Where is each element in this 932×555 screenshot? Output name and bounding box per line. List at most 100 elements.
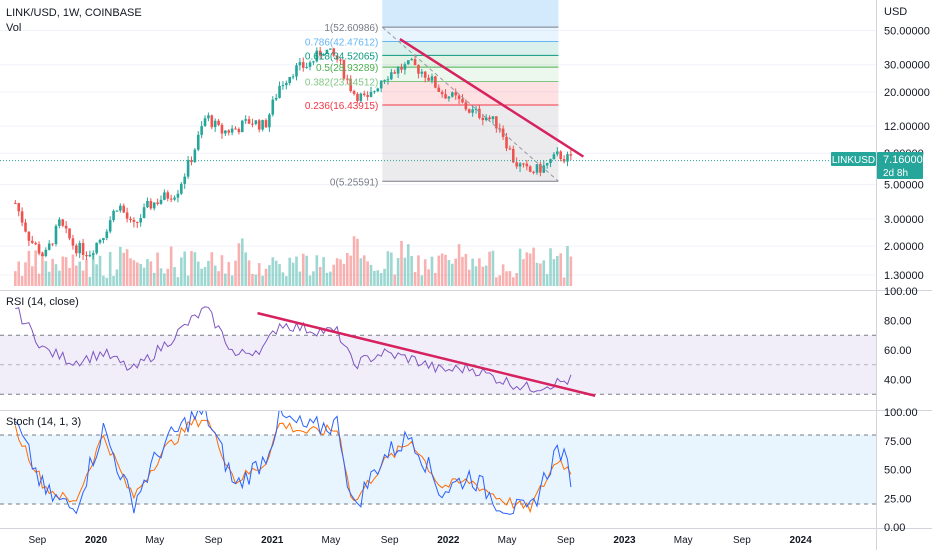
candle-body: [352, 91, 356, 94]
candle-body: [362, 93, 366, 96]
candle-body: [278, 85, 281, 98]
volume-bar: [454, 258, 457, 286]
time-axis[interactable]: Sep 2020 May Sep 2021 May Sep 2022 May Sep 2023 May…: [28, 535, 812, 546]
candle-body: [528, 166, 532, 172]
volume-bar: [549, 248, 552, 286]
candle-body: [281, 85, 285, 87]
candle-body: [24, 222, 27, 232]
volume-bar: [515, 273, 518, 286]
volume-bar: [47, 271, 51, 286]
candle-body: [335, 55, 339, 60]
volume-bar: [329, 271, 332, 286]
candle-body: [417, 64, 420, 74]
candle-body: [434, 76, 437, 88]
candle-body: [535, 164, 539, 173]
candle-body: [132, 220, 136, 222]
candle-body: [406, 60, 410, 65]
volume-bar: [471, 258, 474, 286]
candle-body: [247, 119, 251, 124]
volume-bar: [430, 256, 434, 286]
volume-bar: [139, 263, 142, 286]
volume-bar: [210, 252, 214, 286]
volume-bar: [566, 245, 569, 286]
candle-body: [383, 79, 386, 81]
fib-level-label: 0.618(34.52065): [305, 51, 378, 62]
ticker-badge-label: LINKUSD: [832, 155, 875, 166]
volume-bar: [149, 261, 153, 286]
volume-bar: [339, 259, 342, 286]
volume-bar: [119, 246, 122, 286]
volume-bar: [224, 273, 227, 286]
candle-body: [312, 61, 315, 63]
candle-body: [484, 117, 488, 121]
stoch-d-line: [14, 415, 572, 514]
candle-body: [298, 62, 302, 66]
rsi-panel[interactable]: [0, 306, 876, 397]
price-axis[interactable]: USD 50.0000030.0000020.0000012.000008.00…: [884, 6, 930, 282]
volume-bar: [413, 272, 417, 286]
candle-body: [396, 67, 400, 74]
volume-bar: [366, 261, 369, 286]
candle-body: [318, 50, 322, 56]
volume-bar: [346, 252, 349, 286]
candle-body: [522, 163, 525, 165]
volume-bar: [91, 254, 95, 286]
candlesticks: [14, 46, 573, 261]
stoch-tick-label: 100.00: [884, 407, 918, 419]
volume-bar: [342, 263, 346, 286]
candle-body: [30, 240, 34, 243]
stoch-tick-label: 0.00: [884, 522, 905, 534]
candle-body: [64, 225, 68, 229]
volume-bar: [30, 266, 34, 286]
rsi-trendline[interactable]: [257, 311, 596, 397]
volume-bar: [17, 261, 21, 286]
volume-bar: [556, 255, 559, 286]
candle-body: [342, 60, 346, 79]
volume-bar: [180, 257, 183, 286]
candle-body: [390, 72, 393, 80]
candle-body: [220, 124, 224, 134]
candle-body: [366, 95, 369, 97]
candle-body: [213, 120, 217, 128]
volume-bars: [14, 236, 573, 286]
volume-bar: [447, 260, 451, 286]
stoch-panel[interactable]: [0, 406, 876, 515]
volume-bar: [261, 275, 264, 286]
candle-body: [491, 116, 495, 120]
price-tick-label: 20.00000: [884, 87, 930, 99]
volume-bar: [122, 252, 126, 286]
fibonacci-retracement[interactable]: [382, 0, 559, 182]
volume-bar: [406, 244, 410, 286]
fib-level-label: 0.382(23.34512): [305, 78, 378, 89]
volume-bar: [301, 253, 305, 286]
candle-body: [237, 129, 241, 133]
candle-body: [71, 238, 75, 246]
candle-body: [566, 154, 569, 162]
candle-body: [271, 99, 275, 115]
candle-body: [108, 220, 112, 232]
volume-bar: [518, 248, 522, 286]
candle-body: [257, 120, 261, 130]
volume-bar: [95, 264, 98, 286]
candle-body: [264, 120, 268, 128]
candle-body: [393, 72, 397, 74]
volume-bar: [288, 257, 292, 286]
rsi-tick-label: 80.00: [884, 316, 912, 328]
time-tick-label: 2024: [790, 535, 813, 546]
price-trendline[interactable]: [399, 38, 585, 158]
volume-bar: [257, 263, 261, 286]
candle-body: [112, 210, 115, 221]
candle-body: [457, 95, 461, 99]
volume-bar: [200, 268, 203, 286]
price-tick-label: 30.00000: [884, 60, 930, 72]
volume-bar: [545, 274, 549, 286]
volume-bar: [274, 260, 278, 286]
price-panel[interactable]: 1(52.60986) 0.786(42.47612) 0.618(34.52065…: [0, 0, 876, 286]
candle-body: [542, 165, 546, 173]
volume-bar: [420, 275, 424, 286]
fib-zone: [382, 27, 559, 42]
candle-body: [539, 164, 542, 173]
volume-bar: [362, 255, 366, 286]
